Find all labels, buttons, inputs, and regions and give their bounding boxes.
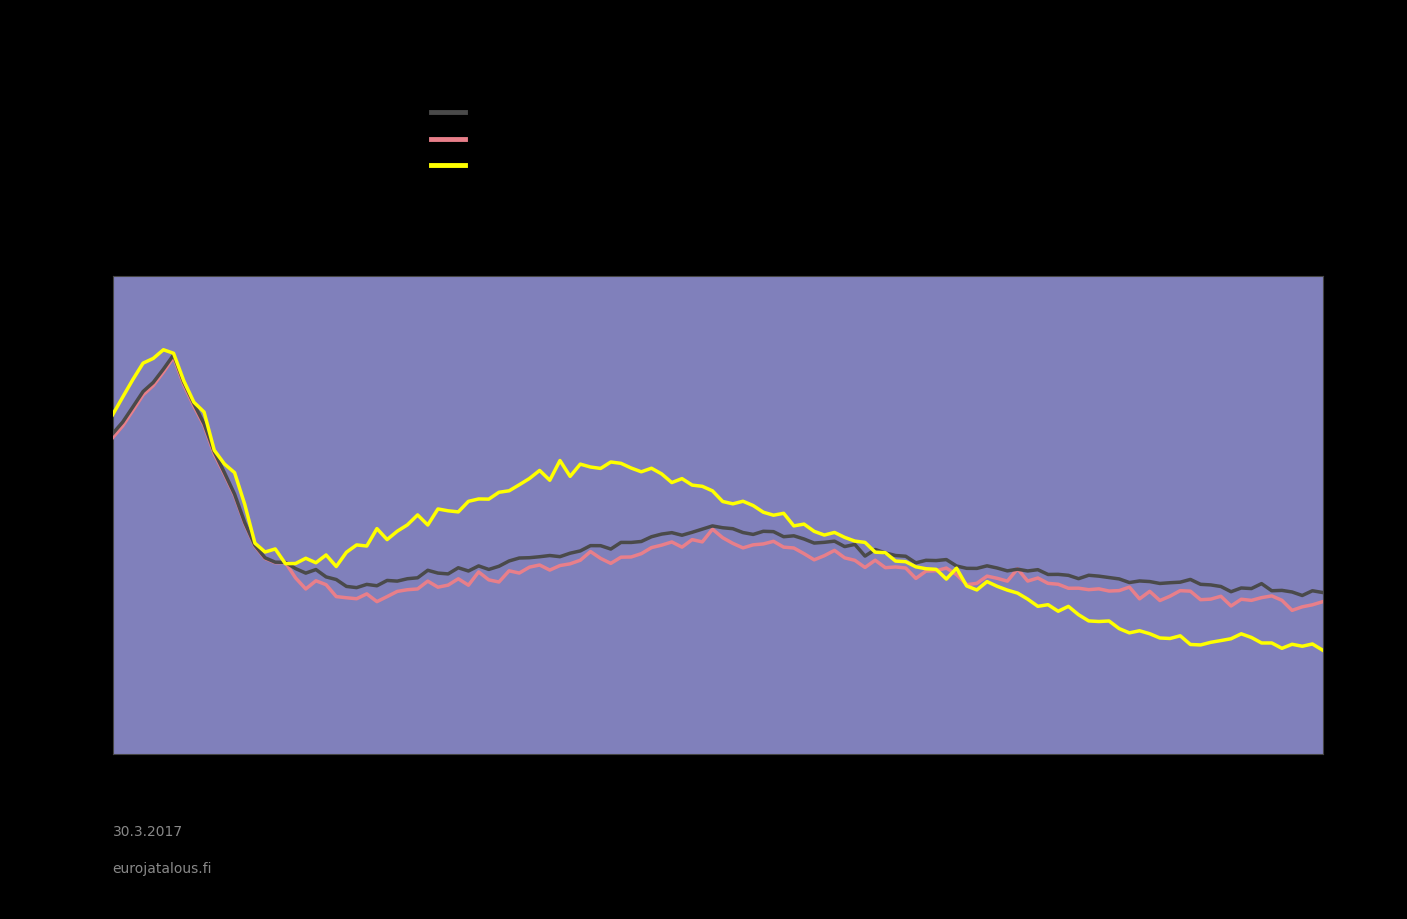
Legend: , , : , , bbox=[425, 101, 478, 179]
Text: eurojatalous.fi: eurojatalous.fi bbox=[113, 862, 212, 876]
Text: 30.3.2017: 30.3.2017 bbox=[113, 825, 183, 839]
